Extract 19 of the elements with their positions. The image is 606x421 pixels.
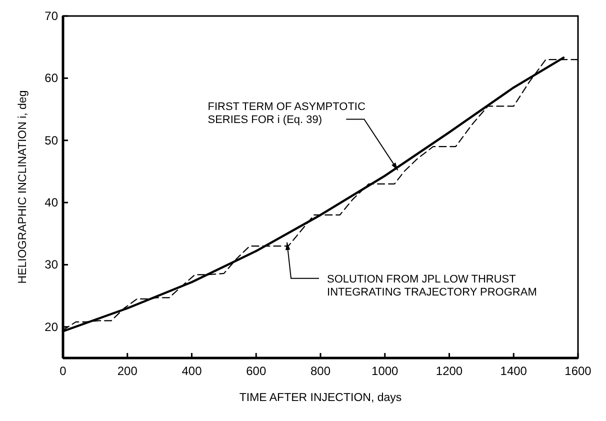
y-tick-label: 70 [44, 9, 58, 23]
x-tick-label: 0 [60, 364, 67, 378]
x-tick-label: 200 [117, 364, 138, 378]
x-tick-label: 1200 [436, 364, 463, 378]
y-tick-label: 60 [44, 71, 58, 86]
x-tick-label: 1600 [564, 364, 592, 378]
x-axis-title: TIME AFTER INJECTION, days [239, 392, 402, 404]
x-tick-label: 400 [182, 364, 202, 378]
x-tick-label: 1000 [372, 364, 399, 378]
annotation: SOLUTION FROM JPL LOW THRUST INTEGRATING TRAJECTORY PROGRAM [327, 273, 537, 298]
x-tick-label: 1400 [500, 364, 528, 378]
annotation: FIRST TERM OF ASYMPTOTIC SERIES FOR i (Eq. 39) [208, 101, 366, 126]
y-tick-label: 30 [44, 258, 58, 272]
x-tick-label: 600 [246, 364, 266, 378]
y-tick-label: 20 [44, 320, 58, 334]
y-axis-title: HELIOGRAPHIC INCLINATION i, deg [17, 90, 29, 284]
y-tick-label: 40 [44, 196, 58, 210]
x-tick-label: 800 [310, 364, 331, 378]
y-tick-label: 50 [44, 133, 58, 148]
